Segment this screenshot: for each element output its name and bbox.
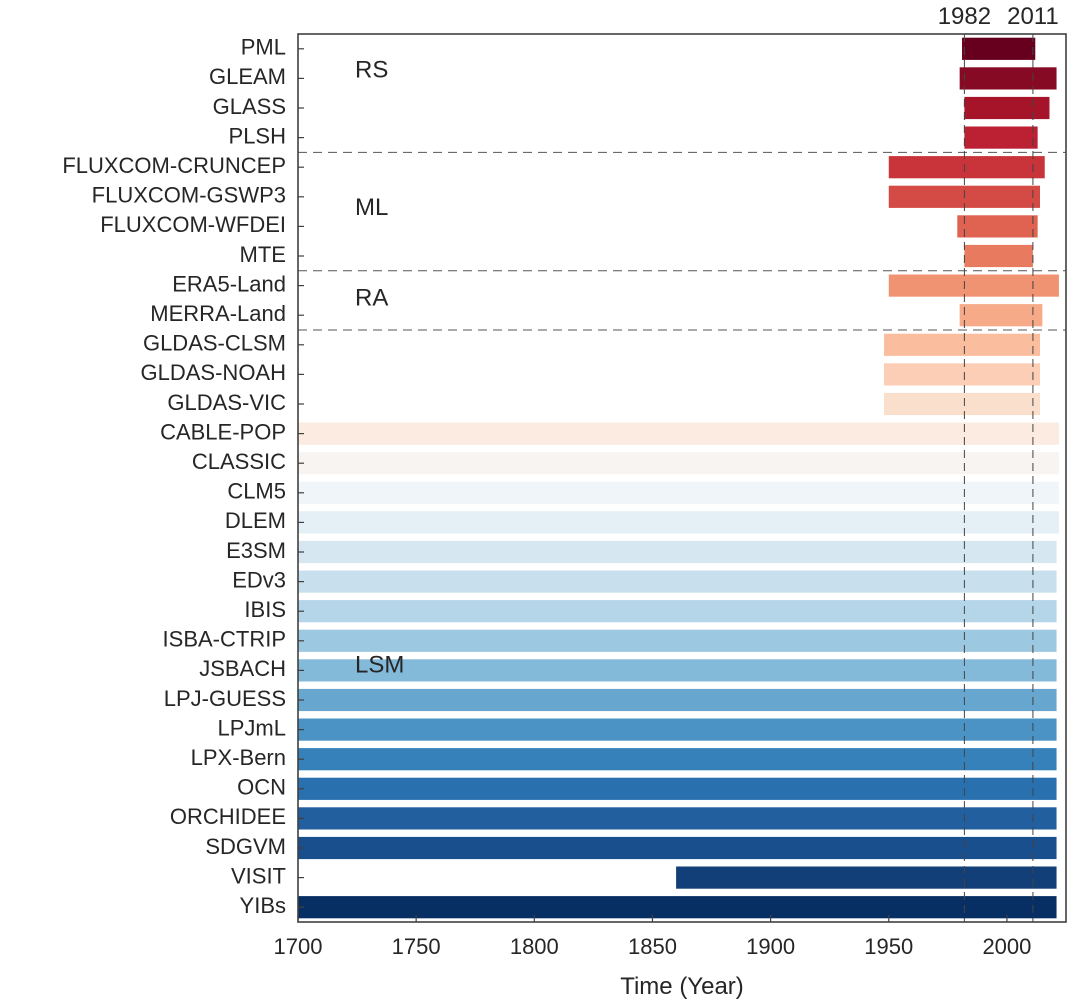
bar-fluxcom-cruncep xyxy=(888,156,1045,179)
y-tick-label-lpj-guess: LPJ-GUESS xyxy=(164,686,286,711)
y-tick-label-ocn: OCN xyxy=(237,775,286,800)
y-tick-label-gleam: GLEAM xyxy=(209,64,286,89)
y-tick-label-visit: VISIT xyxy=(231,863,286,888)
bar-ibis xyxy=(298,600,1057,623)
bar-e3sm xyxy=(298,540,1057,564)
y-tick-label-e3sm: E3SM xyxy=(226,538,286,563)
bar-mte xyxy=(964,244,1033,268)
bar-edv3 xyxy=(298,570,1057,593)
bar-yibs xyxy=(298,896,1057,919)
bar-gldas-noah xyxy=(884,363,1041,386)
bar-glass xyxy=(964,96,1050,120)
y-tick-label-dlem: DLEM xyxy=(225,508,286,533)
bar-lpj-guess xyxy=(298,688,1057,712)
y-tick-label-fluxcom-wfdei: FLUXCOM-WFDEI xyxy=(100,212,286,237)
y-tick-label-classic: CLASSIC xyxy=(192,449,286,474)
reference-label-2011: 2011 xyxy=(1007,3,1059,30)
plot-frame xyxy=(297,33,1067,923)
y-tick-label-gldas-noah: GLDAS-NOAH xyxy=(141,360,286,385)
bar-visit xyxy=(676,866,1057,889)
x-tick-label-2000: 2000 xyxy=(982,934,1031,959)
x-axis-label: Time (Year) xyxy=(620,973,744,1000)
y-tick-label-ibis: IBIS xyxy=(244,597,286,622)
group-label-ml: ML xyxy=(355,194,388,221)
y-tick-label-gldas-clsm: GLDAS-CLSM xyxy=(143,331,286,356)
bar-jsbach xyxy=(298,659,1057,682)
x-tick-label-1800: 1800 xyxy=(510,934,559,959)
bar-lpx-bern xyxy=(298,748,1057,771)
bar-pml xyxy=(962,37,1036,60)
x-tick-label-1900: 1900 xyxy=(746,934,795,959)
y-tick-label-lpx-bern: LPX-Bern xyxy=(191,745,286,770)
y-tick-label-isba-ctrip: ISBA-CTRIP xyxy=(163,627,286,652)
overlay-layer xyxy=(298,34,1066,922)
y-tick-label-pml: PML xyxy=(241,35,286,60)
bar-sdgvm xyxy=(298,836,1057,860)
group-label-ra: RA xyxy=(355,284,388,311)
bar-ocn xyxy=(298,777,1057,800)
y-tick-label-sdgvm: SDGVM xyxy=(205,834,286,859)
group-labels: RS ML RA LSM xyxy=(355,56,404,678)
bar-cable-pop xyxy=(298,422,1059,445)
bar-dlem xyxy=(298,511,1059,534)
y-tick-label-edv3: EDv3 xyxy=(232,567,286,592)
y-tick-label-clm5: CLM5 xyxy=(227,479,286,504)
reference-label-1982: 1982 xyxy=(938,3,991,30)
y-tick-label-lpjml: LPJmL xyxy=(218,715,286,740)
x-axis-ticks: 1700 1750 1800 1850 1900 1950 2000 xyxy=(274,915,1031,959)
y-tick-label-fluxcom-gswp3: FLUXCOM-GSWP3 xyxy=(92,183,286,208)
bar-plsh xyxy=(964,126,1038,149)
bar-merra-land xyxy=(959,304,1043,327)
y-tick-label-mte: MTE xyxy=(240,242,286,267)
bar-classic xyxy=(298,452,1059,475)
bar-gldas-vic xyxy=(884,392,1041,416)
bars-layer xyxy=(298,37,1059,919)
y-tick-label-cable-pop: CABLE-POP xyxy=(160,419,286,444)
y-tick-label-era5-land: ERA5-Land xyxy=(172,271,286,296)
bar-lpjml xyxy=(298,718,1057,741)
bar-isba-ctrip xyxy=(298,629,1057,652)
x-tick-label-1750: 1750 xyxy=(392,934,441,959)
y-tick-labels: PML GLEAM GLASS PLSH FLUXCOM-CRUNCEP FLUXCOM-… xyxy=(62,35,304,918)
x-tick-label-1850: 1850 xyxy=(628,934,677,959)
bar-era5-land xyxy=(888,274,1059,297)
group-label-rs: RS xyxy=(355,56,388,83)
bar-orchidee xyxy=(298,807,1057,830)
x-tick-label-1950: 1950 xyxy=(864,934,913,959)
x-tick-label-1700: 1700 xyxy=(274,934,323,959)
group-label-lsm: LSM xyxy=(355,651,404,678)
bar-clm5 xyxy=(298,481,1059,504)
y-tick-label-plsh: PLSH xyxy=(229,123,286,148)
y-tick-label-orchidee: ORCHIDEE xyxy=(170,804,286,829)
y-tick-label-yibs: YIBs xyxy=(240,893,286,918)
y-tick-label-gldas-vic: GLDAS-VIC xyxy=(167,390,286,415)
reference-line-labels: 1982 2011 xyxy=(938,3,1059,30)
y-tick-label-merra-land: MERRA-Land xyxy=(150,301,286,326)
bar-gleam xyxy=(959,67,1057,90)
y-tick-label-fluxcom-cruncep: FLUXCOM-CRUNCEP xyxy=(62,153,286,178)
bar-gldas-clsm xyxy=(884,333,1041,356)
y-tick-label-jsbach: JSBACH xyxy=(199,656,286,681)
y-tick-label-glass: GLASS xyxy=(213,94,286,119)
bar-fluxcom-wfdei xyxy=(957,215,1038,238)
